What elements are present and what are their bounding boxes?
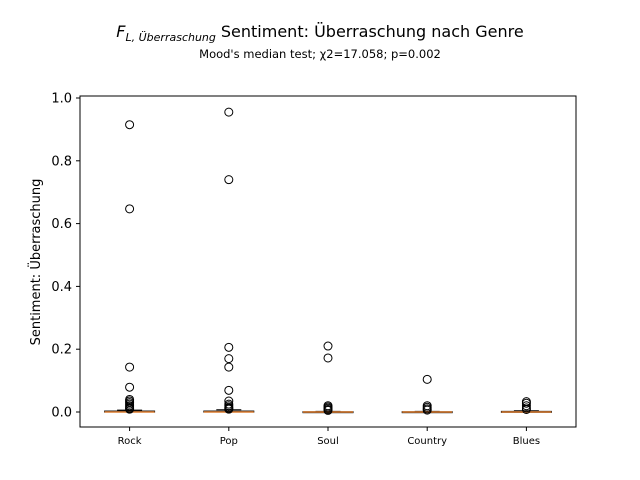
outlier-point [323,405,333,415]
chart-title: FL, Überraschung Sentiment: Überraschung … [116,22,523,44]
plot-area [79,95,577,428]
y-tick-label: 0.6 [51,217,72,232]
outlier-point [125,204,135,214]
chart-subtitle: Mood's median test; χ2=17.058; p=0.002 [199,47,441,61]
outlier-point [224,354,234,364]
outlier-point [125,404,135,414]
outlier-point [422,405,432,415]
x-tick-label: Pop [220,436,238,447]
outlier-point [224,362,234,372]
x-tick-label: Soul [317,436,339,447]
x-axis: Rock Pop Soul Country Blues [118,427,540,447]
title-symbol-subscript: L, Überraschung [126,31,216,44]
outlier-point [521,404,531,414]
box-rock [104,120,156,414]
outlier-point [224,385,234,395]
y-tick-label: 0.0 [51,406,72,421]
outlier-point [323,341,333,351]
outlier-point [224,342,234,352]
box-soul [302,341,354,415]
y-tick-label: 0.2 [51,343,72,358]
box-country [401,374,453,415]
y-axis: 0.0 0.2 0.4 0.6 0.8 1.0 [51,92,80,421]
y-axis-label: Sentiment: Überraschung [27,179,44,346]
outlier-point [224,107,234,117]
x-tick-label: Rock [118,436,142,447]
y-tick-label: 0.8 [51,154,72,169]
outlier-point [224,404,234,414]
x-tick-label: Country [407,436,447,447]
outlier-point [125,120,135,130]
outlier-point [521,398,531,408]
box-series [104,107,552,415]
box-blues [500,397,552,414]
title-symbol: F [116,22,126,41]
outlier-point [521,401,531,411]
x-tick-label: Blues [513,436,540,447]
y-tick-label: 1.0 [51,92,72,107]
outlier-point [422,374,432,384]
outlier-point [323,353,333,363]
outlier-point [224,175,234,185]
y-tick-label: 0.4 [51,280,72,295]
outlier-point [125,382,135,392]
title-text: Sentiment: Überraschung nach Genre [221,22,524,41]
box-pop [203,107,255,414]
outlier-point [125,362,135,372]
